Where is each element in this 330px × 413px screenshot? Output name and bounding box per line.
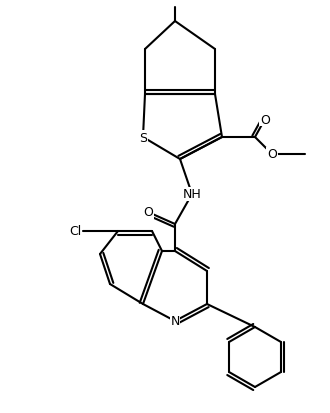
- Text: N: N: [170, 315, 180, 328]
- Text: S: S: [139, 131, 147, 144]
- Text: Cl: Cl: [69, 225, 81, 238]
- Text: O: O: [260, 113, 270, 126]
- Text: NH: NH: [182, 188, 201, 201]
- Text: O: O: [143, 206, 153, 219]
- Text: O: O: [267, 148, 277, 161]
